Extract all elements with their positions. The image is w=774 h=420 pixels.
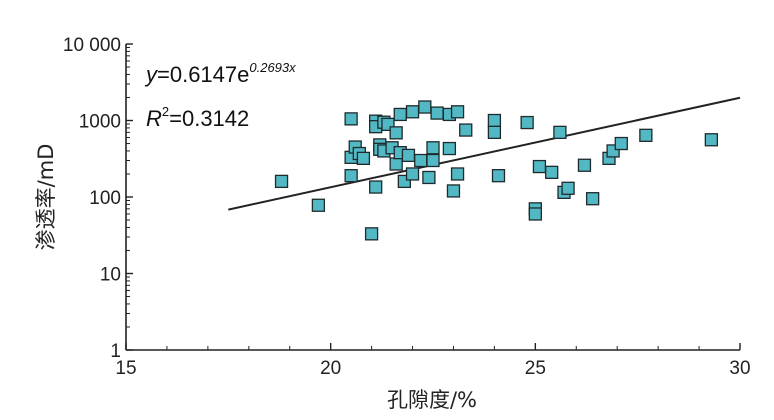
equation-body: =0.6147e [157, 62, 249, 87]
y-tick-label: 1 [110, 341, 121, 362]
data-point [577, 158, 592, 172]
data-point [414, 153, 428, 168]
data-point [389, 126, 403, 140]
equation-var: y [144, 62, 159, 87]
data-point [430, 106, 444, 120]
data-point [422, 170, 436, 185]
r2-annotation: R2=0.3142 [146, 104, 249, 131]
r2-superscript: 2 [162, 104, 169, 119]
data-point [393, 107, 407, 122]
data-point [704, 133, 718, 147]
y-tick-label: 10 000 [63, 35, 121, 56]
data-point [450, 105, 465, 119]
x-tick-label: 30 [729, 358, 750, 379]
x-axis-title: 孔隙度/% [387, 388, 477, 412]
x-tick-label: 25 [525, 358, 546, 379]
data-point [545, 165, 559, 180]
x-tick-label: 20 [320, 358, 341, 379]
data-point [356, 151, 371, 166]
data-point [487, 113, 502, 128]
data-point [459, 123, 473, 137]
y-axis-title: 渗透率/mD [34, 144, 58, 251]
r2-value: =0.3142 [169, 106, 249, 131]
data-point [491, 169, 506, 183]
data-point [520, 115, 534, 130]
fit-line-layer [228, 96, 741, 211]
data-point [561, 181, 575, 195]
data-point [585, 192, 600, 206]
data-point [442, 141, 457, 156]
equation-exponent: 0.2693x [249, 60, 296, 75]
data-points [274, 100, 718, 241]
data-point [426, 153, 440, 168]
x-tick-label: 15 [115, 358, 136, 379]
data-point [614, 136, 628, 151]
y-tick-label: 10 [100, 265, 121, 286]
data-point [418, 100, 432, 114]
data-point [344, 169, 358, 183]
data-point [405, 105, 420, 119]
data-point [528, 207, 542, 221]
data-point [487, 125, 502, 139]
data-point [369, 180, 383, 194]
r2-var: R [146, 106, 162, 131]
data-point [450, 167, 465, 181]
data-point [426, 141, 440, 155]
axes [125, 43, 741, 351]
data-point [274, 174, 289, 189]
data-point [553, 125, 567, 139]
data-point [311, 198, 326, 212]
y-tick-label: 100 [89, 188, 121, 209]
data-point [639, 128, 653, 142]
data-point [401, 148, 416, 163]
y-tick-label: 1000 [79, 112, 121, 133]
data-point [364, 227, 379, 241]
data-point [532, 159, 547, 174]
trend-line [228, 96, 741, 211]
data-point [405, 167, 420, 181]
tick-labels: 1 10 100 1000 10 000 15 20 25 30 [63, 35, 751, 379]
equation-annotation: y=0.6147e0.2693x [144, 60, 296, 87]
data-point [344, 112, 358, 126]
data-point [446, 184, 461, 198]
data-point [389, 157, 403, 171]
